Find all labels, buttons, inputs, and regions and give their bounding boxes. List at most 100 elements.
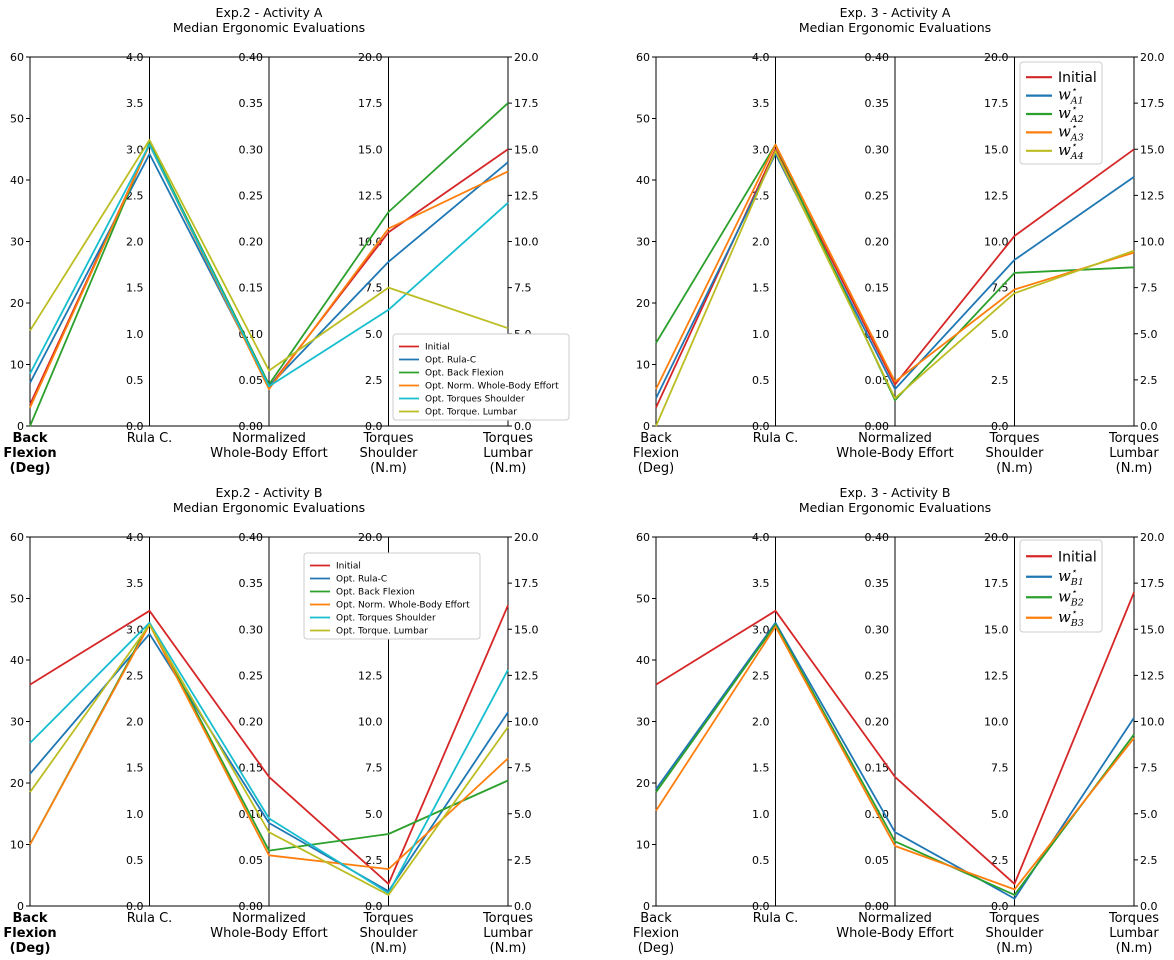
legend-entry: w⋆ A4: [1058, 140, 1084, 162]
chart-title: Exp. 3 - Activity B: [840, 485, 951, 500]
tick-label: 2.5: [991, 374, 1009, 387]
tick-label: 3.5: [126, 97, 144, 110]
legend-entry: w⋆ B1: [1058, 566, 1084, 588]
series-line: [655, 592, 1135, 885]
tick-label: 3.0: [752, 143, 770, 156]
tick-label: 0.00: [865, 420, 890, 433]
series-line: [655, 143, 1135, 402]
tick-label: 0.25: [865, 189, 890, 202]
tick-label: 12.5: [1140, 669, 1165, 682]
tick-label: 20.0: [1140, 51, 1165, 64]
tick-label: 0.0: [991, 420, 1009, 433]
legend: Initial Opt. Rula-C Opt. Back Flexion Opt. …: [392, 333, 570, 421]
tick-label: 7.5: [514, 282, 532, 295]
tick-label: 17.5: [984, 577, 1009, 590]
tick-label: 0.30: [239, 623, 264, 636]
tick-label: 60: [636, 531, 650, 544]
category-label: Rula C.: [753, 431, 799, 446]
tick-label: 0.0: [752, 420, 770, 433]
tick-label: 10.0: [1140, 236, 1165, 249]
legend-entry: Initial: [1058, 70, 1097, 86]
tick-label: 0.0: [126, 420, 144, 433]
category-label: Normalized Whole-Body Effort: [210, 431, 327, 461]
tick-label: 10: [10, 839, 24, 852]
tick-label: 17.5: [514, 97, 539, 110]
chart-title: Exp. 3 - Activity A: [840, 5, 951, 20]
legend-box: [392, 333, 570, 421]
tick-label: 2.0: [126, 716, 144, 729]
tick-label: 0.35: [239, 577, 264, 590]
tick-label: 40: [10, 654, 24, 667]
tick-label: 12.5: [514, 669, 539, 682]
tick-label: 0.5: [126, 854, 144, 867]
category-label: Torques Lumbar (N.m): [482, 911, 533, 956]
tick-label: 0.40: [865, 531, 890, 544]
tick-label: 12.5: [358, 669, 383, 682]
tick-label: 3.5: [752, 577, 770, 590]
tick-label: 20: [636, 777, 650, 790]
tick-label: 0.05: [239, 854, 264, 867]
tick-label: 5.0: [514, 808, 532, 821]
tick-label: 0.0: [514, 420, 532, 433]
tick-label: 3.0: [126, 623, 144, 636]
tick-label: 17.5: [514, 577, 539, 590]
tick-label: 0.0: [1140, 900, 1158, 913]
legend-entry: Opt. Norm. Whole-Body Effort: [336, 601, 470, 611]
tick-label: 10.0: [984, 236, 1009, 249]
category-label: Torques Lumbar (N.m): [1108, 911, 1159, 956]
series-line: [29, 139, 509, 372]
tick-label: 0.20: [239, 236, 264, 249]
category-label: Rula C.: [753, 911, 799, 926]
chart-subtitle: Median Ergonomic Evaluations: [173, 20, 365, 35]
tick-label: 1.0: [126, 808, 144, 821]
series-line: [655, 150, 1135, 427]
tick-label: 4.0: [126, 531, 144, 544]
tick-label: 12.5: [358, 189, 383, 202]
tick-label: 0.15: [865, 762, 890, 775]
tick-label: 2.5: [991, 854, 1009, 867]
series-line: [29, 143, 509, 388]
series-line: [29, 621, 509, 894]
legend-box: [1019, 539, 1103, 633]
tick-label: 0.0: [126, 900, 144, 913]
tick-label: 7.5: [1140, 282, 1158, 295]
tick-label: 0.05: [239, 374, 264, 387]
series-line: [29, 623, 509, 896]
tick-label: 20.0: [358, 51, 383, 64]
tick-label: 30: [10, 716, 24, 729]
tick-label: 0.30: [239, 143, 264, 156]
legend-entry: Opt. Rula-C: [425, 356, 476, 366]
tick-label: 2.5: [1140, 374, 1158, 387]
tick-label: 0.0: [365, 420, 383, 433]
series-line: [29, 143, 509, 408]
tick-label: 20.0: [1140, 531, 1165, 544]
tick-label: 2.5: [365, 854, 383, 867]
tick-label: 0.15: [239, 762, 264, 775]
tick-label: 15.0: [514, 143, 539, 156]
tick-label: 20: [636, 297, 650, 310]
category-label: Torques Shoulder (N.m): [986, 911, 1045, 956]
tick-label: 10.0: [514, 716, 539, 729]
tick-label: 0.40: [239, 531, 264, 544]
tick-label: 3.0: [752, 623, 770, 636]
category-label: Back Flexion (Deg): [3, 431, 56, 476]
tick-label: 0.30: [865, 143, 890, 156]
tick-label: 3.0: [126, 143, 144, 156]
tick-label: 0.40: [239, 51, 264, 64]
tick-label: 0.0: [365, 900, 383, 913]
tick-label: 0.40: [865, 51, 890, 64]
category-label: Normalized Whole-Body Effort: [836, 911, 953, 941]
tick-label: 17.5: [984, 97, 1009, 110]
tick-label: 0.5: [126, 374, 144, 387]
chart-subtitle: Median Ergonomic Evaluations: [799, 20, 991, 35]
tick-label: 0.00: [239, 420, 264, 433]
tick-label: 2.5: [365, 374, 383, 387]
tick-label: 0.0: [752, 900, 770, 913]
tick-label: 0.30: [865, 623, 890, 636]
chart-title: Exp.2 - Activity B: [216, 485, 323, 500]
category-label: Normalized Whole-Body Effort: [836, 431, 953, 461]
tick-label: 15.0: [514, 623, 539, 636]
